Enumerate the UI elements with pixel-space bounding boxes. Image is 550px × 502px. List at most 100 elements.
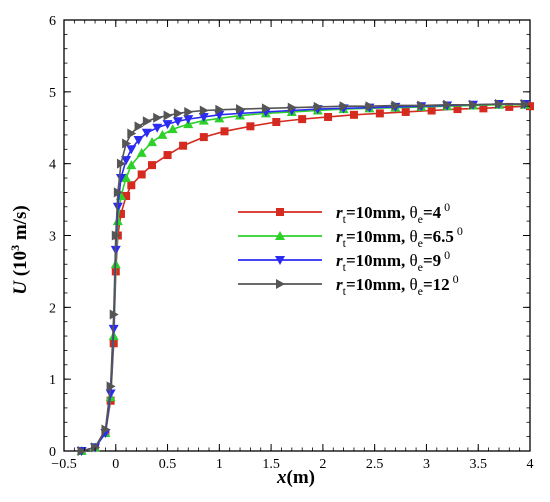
data-point (113, 187, 123, 198)
x-tick-label: −0.5 (51, 457, 76, 472)
data-point (401, 107, 410, 116)
x-tick-label: 1.5 (262, 457, 280, 472)
data-point (427, 106, 436, 115)
data-point (339, 101, 349, 112)
y-tick-label: 3 (49, 230, 56, 245)
data-point (375, 109, 384, 118)
data-point (127, 128, 137, 139)
data-point (134, 121, 144, 132)
data-point (199, 105, 209, 116)
data-point (116, 209, 125, 218)
data-point (147, 137, 158, 147)
legend-swatch-marker (276, 208, 284, 216)
y-tick-label: 5 (49, 86, 56, 101)
data-point (215, 104, 225, 115)
data-point (137, 170, 146, 179)
data-point (453, 105, 462, 114)
legend-swatch-marker (275, 256, 285, 265)
data-point (469, 99, 479, 110)
data-point (116, 158, 126, 169)
x-tick-label: 2.5 (366, 457, 384, 472)
data-point (313, 101, 323, 112)
data-point (153, 112, 163, 123)
y-tick-label: 0 (49, 445, 56, 460)
data-point (443, 99, 453, 110)
data-point (122, 138, 132, 149)
data-point (349, 110, 358, 119)
y-tick-label: 1 (49, 373, 56, 388)
x-tick-label: 0 (112, 457, 119, 472)
data-point (121, 156, 132, 166)
data-point (115, 174, 126, 184)
data-point (324, 112, 333, 121)
data-point (183, 115, 194, 125)
data-point (77, 446, 87, 456)
x-tick-label: 4 (527, 457, 534, 472)
data-point (417, 100, 427, 111)
data-point (184, 106, 194, 117)
data-point (126, 160, 137, 170)
y-tick-label: 2 (49, 301, 56, 316)
x-tick-label: 0.5 (159, 457, 177, 472)
data-point (220, 127, 229, 136)
data-point (142, 116, 152, 127)
data-point (198, 112, 209, 122)
data-point (91, 442, 101, 453)
legend-entry: rt=10mm, θe=12 0 (238, 272, 459, 298)
data-point (111, 230, 121, 241)
data-point (127, 181, 136, 190)
data-point (126, 145, 137, 155)
data-point (179, 141, 188, 150)
data-point (163, 110, 173, 121)
data-point (505, 102, 514, 111)
legend-label: rt=10mm, θe=9 0 (336, 248, 450, 274)
legend-label: rt=10mm, θe=12 0 (336, 272, 459, 298)
data-point (133, 135, 144, 145)
data-point (199, 133, 208, 142)
data-point (162, 120, 173, 130)
data-point (163, 151, 172, 160)
data-point (136, 147, 147, 157)
data-point (287, 102, 297, 113)
data-point (520, 99, 530, 110)
legend-entry: rt=10mm, θe=6.5 0 (238, 224, 463, 250)
data-point (109, 309, 119, 320)
data-point (157, 129, 168, 139)
data-point (298, 115, 307, 124)
legend-entry: rt=10mm, θe=9 0 (238, 248, 450, 274)
y-axis-title: U (103 m/s) (8, 205, 31, 294)
data-point (494, 99, 504, 110)
data-point (122, 191, 131, 200)
x-tick-label: 3 (423, 457, 430, 472)
data-point (246, 122, 255, 131)
data-point (121, 173, 132, 183)
legend-swatch-marker (276, 279, 285, 289)
data-point (479, 104, 488, 113)
legend-label: rt=10mm, θe=6.5 0 (336, 224, 463, 250)
data-point (167, 124, 178, 134)
data-point (141, 128, 152, 138)
legend: rt=10mm, θe=4 0rt=10mm, θe=6.5 0rt=10mm, θ… (238, 200, 463, 298)
data-point (261, 103, 271, 114)
legend-entry: rt=10mm, θe=4 0 (238, 200, 450, 226)
data-point (105, 389, 116, 399)
x-tick-label: 2 (319, 457, 326, 472)
data-point (148, 161, 157, 170)
data-point (106, 381, 116, 392)
data-point (152, 123, 163, 133)
data-point (391, 100, 401, 111)
x-tick-label: 3.5 (469, 457, 487, 472)
legend-label: rt=10mm, θe=4 0 (336, 200, 450, 226)
series-4 (77, 99, 530, 456)
data-point (236, 104, 246, 115)
series-layer (76, 99, 534, 456)
data-point (272, 118, 281, 127)
y-tick-label: 4 (49, 158, 56, 173)
legend-swatch-marker (275, 231, 285, 240)
y-tick-label: 6 (49, 14, 56, 29)
data-point (172, 117, 183, 127)
data-point (101, 424, 111, 435)
data-point (365, 101, 375, 112)
